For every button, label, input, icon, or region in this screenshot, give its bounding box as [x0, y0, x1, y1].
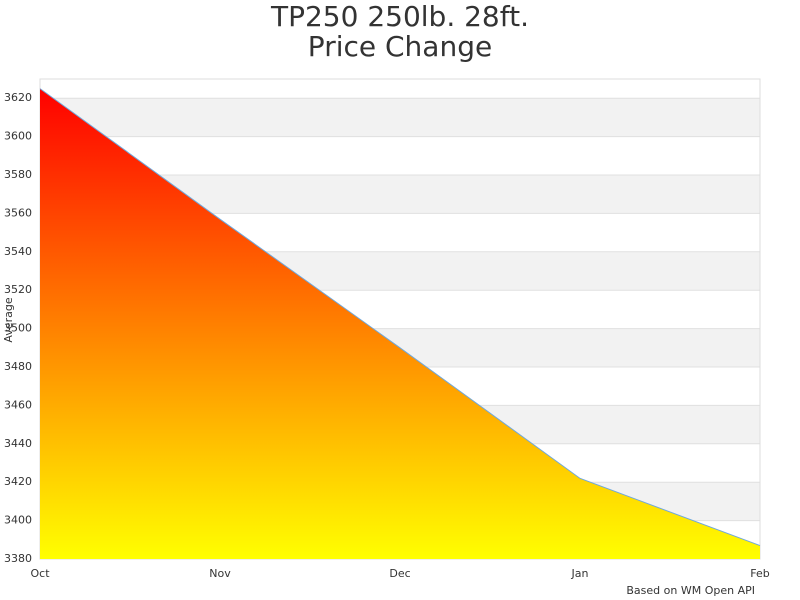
chart-title: Price Change [308, 30, 492, 63]
line [39, 88, 761, 547]
y-tick-label: 3480 [4, 360, 32, 373]
y-tick-label: 3580 [4, 168, 32, 181]
credit: Based on WM Open API [626, 584, 755, 597]
x-tick-label: Oct [30, 567, 50, 580]
y-axis-label: Average [2, 297, 15, 342]
y-tick-label: 3500 [4, 322, 32, 335]
x-tick-label: Dec [389, 567, 410, 580]
y-tick-label: 3520 [4, 283, 32, 296]
y-tick-label: 3540 [4, 245, 32, 258]
y-tick-label: 3400 [4, 514, 32, 527]
chart-title: TP250 250lb. 28ft. [270, 0, 529, 33]
y-tick-label: 3380 [4, 552, 32, 565]
x-tick-label: Feb [750, 567, 769, 580]
x-tick-label: Jan [571, 567, 589, 580]
y-tick-label: 3420 [4, 475, 32, 488]
y-tick-label: 3460 [4, 398, 32, 411]
y-tick-label: 3620 [4, 91, 32, 104]
y-tick-label: 3440 [4, 437, 32, 450]
x-tick-label: Nov [209, 567, 231, 580]
y-tick-label: 3560 [4, 206, 32, 219]
area [40, 88, 760, 559]
y-tick-label: 3600 [4, 130, 32, 143]
grid-band [40, 98, 760, 137]
